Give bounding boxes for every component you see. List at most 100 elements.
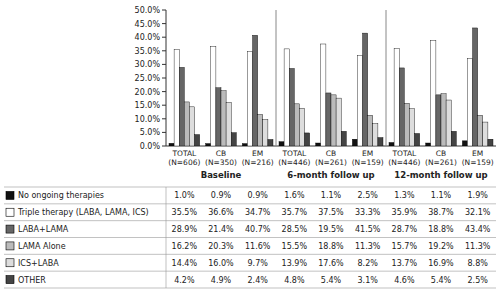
bar bbox=[399, 68, 404, 146]
table-value: 4.8% bbox=[284, 276, 305, 285]
legend-swatch bbox=[6, 242, 14, 250]
table-value: 4.6% bbox=[394, 276, 415, 285]
table-rule bbox=[4, 203, 496, 204]
table-value: 33.3% bbox=[355, 208, 381, 217]
bar bbox=[247, 52, 252, 146]
bar bbox=[316, 143, 321, 146]
x-tick-label-line: TOTAL bbox=[171, 149, 197, 158]
table-value: 19.2% bbox=[428, 242, 454, 251]
table-value: 4.9% bbox=[211, 276, 232, 285]
table-value: 32.1% bbox=[465, 208, 491, 217]
x-tick-label-line: (N=350) bbox=[205, 158, 237, 167]
y-tick-label: 35.0% bbox=[135, 47, 161, 56]
bar bbox=[394, 48, 399, 146]
table-value: 9.7% bbox=[248, 259, 269, 268]
x-tick-label: TOTAL(N=606) bbox=[168, 149, 200, 167]
x-tick-label-line: (N=446) bbox=[278, 158, 310, 167]
table-value: 21.4% bbox=[208, 225, 234, 234]
bar bbox=[415, 133, 420, 146]
bar bbox=[169, 143, 174, 146]
y-tick-label: 25.0% bbox=[135, 74, 161, 83]
bar bbox=[467, 59, 472, 146]
y-tick-label: 30.0% bbox=[135, 60, 161, 69]
bar bbox=[279, 142, 284, 146]
bar bbox=[378, 138, 383, 146]
table-value: 1.0% bbox=[174, 191, 195, 200]
table-value: 15.5% bbox=[282, 242, 308, 251]
x-tick-label-line: TOTAL bbox=[281, 149, 307, 158]
x-tick-label-line: (N=159) bbox=[352, 158, 384, 167]
x-tick-label: EM(N=159) bbox=[462, 149, 494, 167]
table-value: 14.4% bbox=[172, 259, 198, 268]
table-value: 16.2% bbox=[172, 242, 198, 251]
bar bbox=[404, 103, 409, 146]
y-tick bbox=[162, 132, 166, 133]
bar bbox=[451, 131, 456, 146]
table-rule bbox=[4, 254, 496, 255]
bar bbox=[179, 67, 184, 146]
bar bbox=[441, 94, 446, 146]
x-tick-label-line: EM bbox=[472, 149, 483, 158]
x-tick-label-line: (N=216) bbox=[242, 158, 274, 167]
table-value: 18.8% bbox=[318, 242, 344, 251]
legend-label: LABA+LAMA bbox=[18, 225, 69, 234]
bar bbox=[206, 144, 211, 146]
bar bbox=[294, 104, 299, 146]
x-tick-label-line: (N=159) bbox=[462, 158, 494, 167]
bar bbox=[221, 91, 226, 146]
table-rule bbox=[4, 288, 496, 289]
y-tick-label: 20.0% bbox=[135, 88, 161, 97]
table-value: 2.5% bbox=[468, 276, 489, 285]
x-tick-label: TOTAL(N=446) bbox=[278, 149, 310, 167]
legend-swatch bbox=[6, 191, 14, 199]
bar bbox=[226, 102, 231, 146]
table-value: 11.6% bbox=[245, 242, 271, 251]
table-value: 1.9% bbox=[468, 191, 489, 200]
bar bbox=[253, 35, 258, 146]
table: No ongoing therapies1.0%0.9%0.9%1.6%1.1%… bbox=[4, 187, 496, 288]
table-value: 28.7% bbox=[392, 225, 418, 234]
table-value: 13.7% bbox=[392, 259, 418, 268]
legend-label: No ongoing therapies bbox=[18, 191, 104, 200]
table-value: 35.9% bbox=[392, 208, 418, 217]
bar bbox=[409, 109, 414, 146]
bar bbox=[488, 139, 493, 146]
chart: 0.0%5.0%10.0%15.0%20.0%25.0%30.0%35.0%40… bbox=[0, 0, 500, 292]
bar bbox=[263, 120, 268, 146]
legend-label: Triple therapy (LABA, LAMA, ICS) bbox=[17, 208, 149, 217]
table-value: 5.4% bbox=[321, 276, 342, 285]
bar bbox=[321, 44, 326, 146]
x-tick-label-line: CB bbox=[216, 149, 226, 158]
y-tick-label: 5.0% bbox=[140, 128, 161, 137]
bar bbox=[473, 28, 478, 146]
table-value: 18.8% bbox=[428, 225, 454, 234]
bar bbox=[299, 108, 304, 146]
y-tick-label: 0.0% bbox=[140, 142, 161, 151]
x-tick-label-line: (N=606) bbox=[168, 158, 200, 167]
table-value: 19.5% bbox=[318, 225, 344, 234]
bar bbox=[368, 115, 373, 146]
y-tick-label: 50.0% bbox=[135, 6, 161, 15]
table-value: 2.4% bbox=[248, 276, 269, 285]
table-value: 1.1% bbox=[321, 191, 342, 200]
bar bbox=[258, 114, 263, 146]
period-separator bbox=[386, 10, 387, 146]
bar bbox=[184, 102, 189, 146]
y-axis: 0.0%5.0%10.0%15.0%20.0%25.0%30.0%35.0%40… bbox=[135, 6, 166, 151]
bar bbox=[216, 88, 221, 146]
table-value: 16.0% bbox=[208, 259, 234, 268]
table-value: 11.3% bbox=[465, 242, 491, 251]
bar bbox=[289, 68, 294, 146]
y-tick-label: 15.0% bbox=[135, 101, 161, 110]
x-tick-label: CB(N=350) bbox=[205, 149, 237, 167]
bar bbox=[305, 133, 310, 146]
table-value: 35.7% bbox=[282, 208, 308, 217]
legend-swatch bbox=[6, 208, 14, 216]
bar bbox=[389, 142, 394, 146]
table-value: 1.3% bbox=[394, 191, 415, 200]
table-value: 16.9% bbox=[428, 259, 454, 268]
x-tick-label-line: TOTAL bbox=[391, 149, 417, 158]
legend-label: LAMA Alone bbox=[18, 242, 66, 251]
y-tick bbox=[162, 64, 166, 65]
table-value: 5.4% bbox=[431, 276, 452, 285]
